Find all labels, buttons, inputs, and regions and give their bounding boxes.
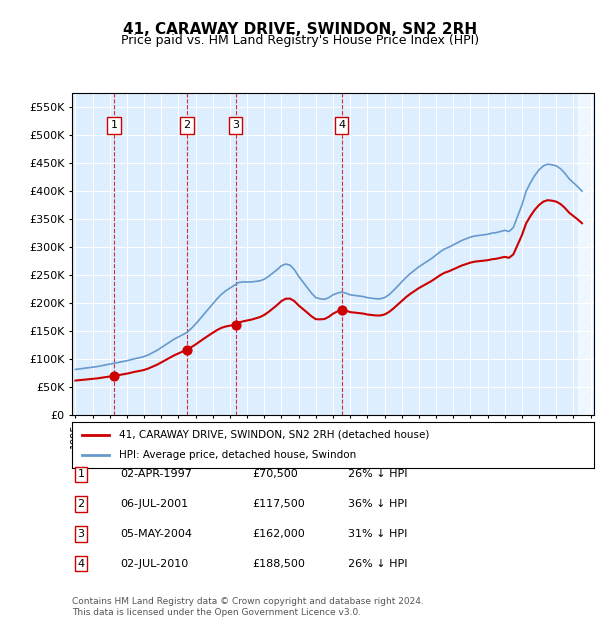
Text: 31% ↓ HPI: 31% ↓ HPI xyxy=(348,529,407,539)
Text: 05-MAY-2004: 05-MAY-2004 xyxy=(120,529,192,539)
Point xyxy=(337,305,346,315)
Text: 26% ↓ HPI: 26% ↓ HPI xyxy=(348,469,407,479)
Text: 4: 4 xyxy=(338,120,345,130)
Text: £117,500: £117,500 xyxy=(252,499,305,509)
Text: 3: 3 xyxy=(232,120,239,130)
Text: HPI: Average price, detached house, Swindon: HPI: Average price, detached house, Swin… xyxy=(119,450,356,460)
Text: Price paid vs. HM Land Registry's House Price Index (HPI): Price paid vs. HM Land Registry's House … xyxy=(121,34,479,47)
Text: 36% ↓ HPI: 36% ↓ HPI xyxy=(348,499,407,509)
Point xyxy=(182,345,192,355)
Text: 3: 3 xyxy=(77,529,85,539)
Text: £70,500: £70,500 xyxy=(252,469,298,479)
Bar xyxy=(578,93,592,415)
Text: £162,000: £162,000 xyxy=(252,529,305,539)
Text: 02-JUL-2010: 02-JUL-2010 xyxy=(120,559,188,569)
Text: 1: 1 xyxy=(110,120,118,130)
Text: 41, CARAWAY DRIVE, SWINDON, SN2 2RH (detached house): 41, CARAWAY DRIVE, SWINDON, SN2 2RH (det… xyxy=(119,430,430,440)
Point xyxy=(109,371,119,381)
Text: 4: 4 xyxy=(77,559,85,569)
Text: 26% ↓ HPI: 26% ↓ HPI xyxy=(348,559,407,569)
Text: 06-JUL-2001: 06-JUL-2001 xyxy=(120,499,188,509)
Text: 2: 2 xyxy=(77,499,85,509)
Text: £188,500: £188,500 xyxy=(252,559,305,569)
Text: Contains HM Land Registry data © Crown copyright and database right 2024.
This d: Contains HM Land Registry data © Crown c… xyxy=(72,598,424,617)
Text: 41, CARAWAY DRIVE, SWINDON, SN2 2RH: 41, CARAWAY DRIVE, SWINDON, SN2 2RH xyxy=(123,22,477,37)
Point xyxy=(231,319,241,329)
Text: 02-APR-1997: 02-APR-1997 xyxy=(120,469,192,479)
Text: 1: 1 xyxy=(77,469,85,479)
Text: 2: 2 xyxy=(184,120,191,130)
